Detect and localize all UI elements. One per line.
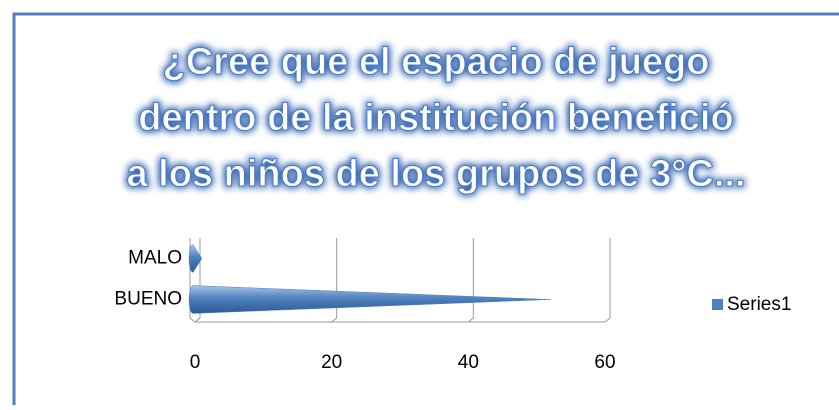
legend-label: Series1 — [727, 294, 791, 315]
y-tick-label: BUENO — [114, 289, 182, 310]
frame — [12, 12, 839, 405]
title-line: a los niños de los grupos de 3°C... — [126, 153, 745, 195]
x-tick-label: 0 — [190, 352, 201, 373]
grid-line — [468, 238, 474, 323]
title-line: ¿Cree que el espacio de juego — [163, 41, 710, 83]
y-tick-label: MALO — [128, 248, 182, 269]
x-tick-label: 20 — [321, 352, 342, 373]
grid-line — [604, 238, 611, 323]
plot: 0 20 40 60 MALO BUENO Series1 — [114, 238, 791, 373]
bar — [188, 244, 203, 273]
x-tick-label: 40 — [458, 352, 479, 373]
title: ¿Cree que el espacio de juego dentro de l… — [126, 41, 746, 196]
legend-swatch — [712, 299, 723, 310]
bar — [188, 285, 551, 314]
x-tick-label: 60 — [594, 352, 615, 373]
grid-line — [194, 238, 201, 323]
grid-line — [331, 238, 338, 323]
title-line: dentro de la institución benefició — [138, 97, 733, 139]
